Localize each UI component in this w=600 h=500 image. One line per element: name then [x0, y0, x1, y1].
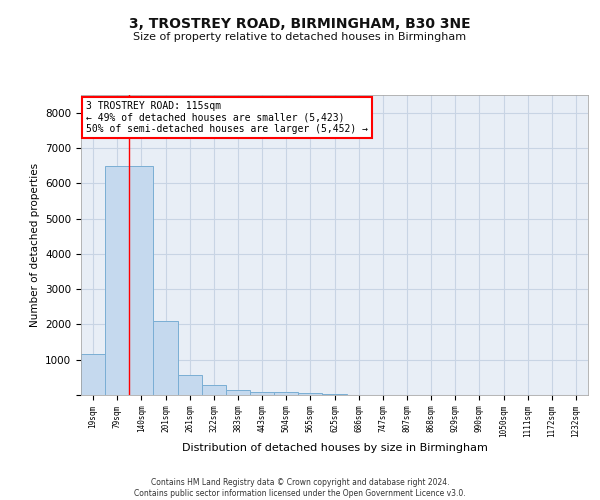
X-axis label: Distribution of detached houses by size in Birmingham: Distribution of detached houses by size …	[182, 442, 487, 452]
Bar	[202, 385, 226, 395]
Bar	[105, 166, 129, 395]
Bar	[322, 394, 347, 395]
Bar	[250, 392, 274, 395]
Text: Size of property relative to detached houses in Birmingham: Size of property relative to detached ho…	[133, 32, 467, 42]
Bar	[154, 321, 178, 395]
Text: 3 TROSTREY ROAD: 115sqm
← 49% of detached houses are smaller (5,423)
50% of semi: 3 TROSTREY ROAD: 115sqm ← 49% of detache…	[86, 101, 368, 134]
Bar	[129, 166, 154, 395]
Bar	[81, 354, 105, 395]
Bar	[178, 374, 202, 395]
Bar	[274, 392, 298, 395]
Text: 3, TROSTREY ROAD, BIRMINGHAM, B30 3NE: 3, TROSTREY ROAD, BIRMINGHAM, B30 3NE	[129, 18, 471, 32]
Bar	[298, 394, 322, 395]
Y-axis label: Number of detached properties: Number of detached properties	[29, 163, 40, 327]
Text: Contains HM Land Registry data © Crown copyright and database right 2024.
Contai: Contains HM Land Registry data © Crown c…	[134, 478, 466, 498]
Bar	[226, 390, 250, 395]
